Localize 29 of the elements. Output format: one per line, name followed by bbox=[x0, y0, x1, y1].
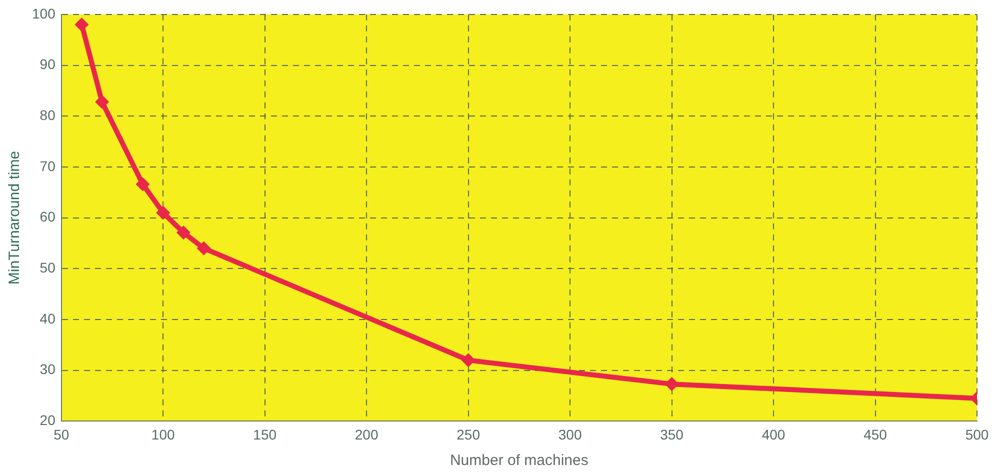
x-tick-label: 400 bbox=[762, 426, 786, 442]
x-tick-label: 50 bbox=[54, 426, 70, 442]
point bbox=[177, 226, 190, 239]
x-axis-title: Number of machines bbox=[450, 452, 588, 470]
x-tick-label: 200 bbox=[354, 426, 378, 442]
y-tick-label: 20 bbox=[40, 412, 56, 428]
point bbox=[76, 18, 88, 31]
point bbox=[462, 354, 474, 366]
y-tick-label: 30 bbox=[40, 361, 56, 378]
x-tick-label: 350 bbox=[660, 426, 684, 442]
y-axis-title: MinTurnaround time bbox=[6, 150, 24, 285]
x-tick-label: 450 bbox=[864, 426, 888, 442]
point bbox=[96, 96, 108, 108]
x-tick-label: 300 bbox=[558, 426, 582, 442]
y-tick-label: 50 bbox=[40, 260, 56, 276]
x-tick-label: 100 bbox=[151, 426, 175, 442]
x-tick-label: 250 bbox=[456, 426, 480, 442]
x-tick-label: 500 bbox=[965, 426, 989, 442]
y-tick-label: 70 bbox=[40, 158, 56, 174]
point bbox=[198, 242, 210, 254]
x-tick-label: 150 bbox=[253, 426, 277, 442]
y-tick-label: 60 bbox=[40, 208, 56, 225]
y-tick-label: 100 bbox=[32, 5, 56, 22]
y-tick-label: 40 bbox=[40, 310, 56, 326]
point bbox=[666, 378, 678, 390]
y-tick-label: 90 bbox=[40, 56, 56, 72]
point bbox=[136, 178, 149, 190]
point bbox=[157, 206, 170, 219]
y-tick-label: 80 bbox=[40, 106, 56, 123]
